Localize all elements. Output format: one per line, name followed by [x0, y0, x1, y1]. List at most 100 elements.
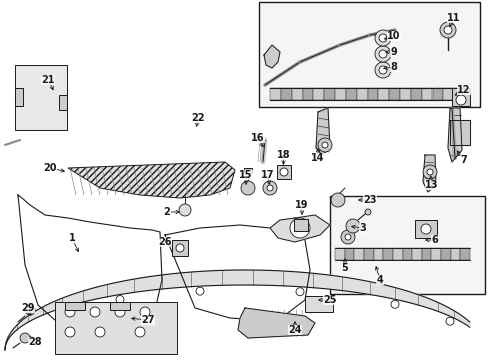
Text: 16: 16	[251, 133, 264, 143]
Polygon shape	[269, 215, 329, 242]
Circle shape	[321, 142, 327, 148]
Bar	[459, 248, 469, 260]
Bar	[430, 248, 440, 260]
Text: 26: 26	[158, 237, 171, 247]
Bar	[443, 88, 453, 100]
Bar	[367, 88, 378, 100]
Text: 15: 15	[239, 170, 252, 180]
Circle shape	[95, 327, 105, 337]
Bar	[392, 248, 402, 260]
Text: 14: 14	[311, 153, 324, 163]
Bar	[269, 88, 280, 100]
Circle shape	[340, 230, 354, 244]
Circle shape	[330, 193, 345, 207]
Circle shape	[115, 307, 125, 317]
Circle shape	[426, 169, 432, 175]
Bar	[383, 248, 392, 260]
Circle shape	[378, 34, 386, 42]
Text: 10: 10	[386, 31, 400, 41]
Circle shape	[135, 327, 145, 337]
Bar	[280, 88, 291, 100]
Polygon shape	[449, 120, 469, 145]
Bar	[110, 302, 130, 310]
Circle shape	[263, 181, 276, 195]
Bar	[15, 65, 67, 130]
Text: 17: 17	[261, 170, 274, 180]
Circle shape	[420, 224, 430, 234]
Circle shape	[364, 209, 370, 215]
Bar	[399, 88, 410, 100]
Circle shape	[378, 66, 386, 74]
Bar	[291, 88, 302, 100]
Circle shape	[422, 165, 436, 179]
Text: 27: 27	[141, 315, 154, 325]
Bar	[363, 248, 373, 260]
Bar	[453, 88, 464, 100]
Text: 20: 20	[43, 163, 57, 173]
Bar	[356, 88, 367, 100]
Bar	[402, 248, 411, 260]
Bar	[414, 220, 436, 238]
Text: 21: 21	[41, 75, 55, 85]
Text: 8: 8	[390, 62, 397, 72]
Text: 5: 5	[341, 263, 347, 273]
Bar	[354, 248, 363, 260]
Bar	[59, 95, 67, 110]
Bar	[244, 168, 251, 173]
Bar	[410, 88, 421, 100]
Text: 9: 9	[390, 47, 397, 57]
Text: 29: 29	[21, 303, 35, 313]
Text: 12: 12	[456, 85, 470, 95]
Bar	[450, 248, 459, 260]
Bar	[421, 88, 431, 100]
Circle shape	[116, 296, 124, 303]
Text: 22: 22	[191, 113, 204, 123]
Bar	[313, 88, 324, 100]
Bar	[411, 248, 421, 260]
Bar	[276, 165, 290, 179]
Bar	[55, 302, 177, 354]
Polygon shape	[68, 162, 235, 198]
Circle shape	[378, 50, 386, 58]
Text: 25: 25	[323, 295, 336, 305]
Polygon shape	[422, 155, 435, 192]
Bar	[65, 302, 85, 310]
Bar	[373, 248, 383, 260]
Bar	[451, 88, 469, 106]
Text: 3: 3	[359, 223, 366, 233]
Bar	[378, 88, 388, 100]
Circle shape	[390, 300, 398, 308]
Polygon shape	[447, 108, 461, 162]
Polygon shape	[315, 108, 329, 155]
Bar	[172, 240, 187, 256]
Circle shape	[445, 317, 453, 325]
Circle shape	[443, 26, 451, 34]
Circle shape	[345, 234, 350, 240]
Text: 24: 24	[287, 325, 301, 335]
Circle shape	[25, 305, 35, 315]
Text: 28: 28	[28, 337, 42, 347]
Circle shape	[455, 95, 465, 105]
Text: 6: 6	[431, 235, 437, 245]
Circle shape	[317, 138, 331, 152]
Circle shape	[241, 181, 254, 195]
Polygon shape	[264, 45, 280, 68]
Bar	[345, 88, 356, 100]
Bar	[334, 248, 344, 260]
Bar	[324, 88, 334, 100]
Circle shape	[346, 219, 359, 233]
Text: 11: 11	[447, 13, 460, 23]
Bar	[302, 88, 313, 100]
Circle shape	[374, 62, 390, 78]
Bar	[421, 248, 430, 260]
Bar	[15, 88, 23, 106]
Bar	[293, 219, 307, 231]
Bar	[344, 248, 354, 260]
Text: 18: 18	[277, 150, 290, 160]
Circle shape	[140, 307, 150, 317]
Text: 4: 4	[376, 275, 383, 285]
Text: 1: 1	[68, 233, 75, 243]
Text: 2: 2	[163, 207, 170, 217]
Polygon shape	[5, 270, 469, 350]
Bar	[334, 88, 345, 100]
